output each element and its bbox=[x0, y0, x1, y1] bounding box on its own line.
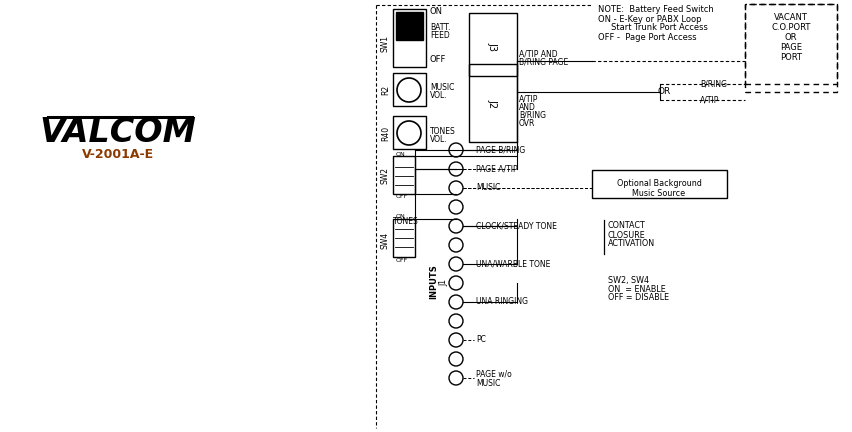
Text: B/RING: B/RING bbox=[519, 111, 546, 120]
Text: OR: OR bbox=[785, 32, 797, 41]
Text: BATT.: BATT. bbox=[430, 23, 451, 32]
Circle shape bbox=[449, 200, 463, 214]
Circle shape bbox=[449, 314, 463, 328]
Text: Optional Background: Optional Background bbox=[617, 180, 701, 188]
Text: NOTE:  Battery Feed Switch: NOTE: Battery Feed Switch bbox=[598, 6, 714, 15]
Text: PAGE w/o: PAGE w/o bbox=[476, 369, 512, 378]
Text: MUSIC: MUSIC bbox=[476, 184, 500, 193]
Text: CONTACT: CONTACT bbox=[608, 222, 646, 231]
Text: OFF = DISABLE: OFF = DISABLE bbox=[608, 293, 669, 302]
Circle shape bbox=[449, 371, 463, 385]
Text: OFF: OFF bbox=[396, 257, 408, 263]
Text: MUSIC: MUSIC bbox=[430, 83, 454, 92]
Text: TONES: TONES bbox=[393, 216, 419, 226]
Text: OFF: OFF bbox=[396, 194, 408, 200]
Text: R40: R40 bbox=[381, 125, 390, 140]
Text: J1: J1 bbox=[440, 279, 448, 286]
Text: MUSIC: MUSIC bbox=[476, 378, 500, 388]
Text: B/RING: B/RING bbox=[700, 79, 727, 89]
Circle shape bbox=[449, 257, 463, 271]
Text: ACTIVATION: ACTIVATION bbox=[608, 239, 655, 248]
Text: ON: ON bbox=[430, 7, 443, 16]
Bar bbox=[396, 12, 423, 40]
Circle shape bbox=[449, 276, 463, 290]
Text: R2: R2 bbox=[381, 85, 390, 95]
Text: OFF -  Page Port Access: OFF - Page Port Access bbox=[598, 32, 697, 41]
Text: VACANT: VACANT bbox=[774, 13, 808, 22]
Text: TONES: TONES bbox=[430, 127, 456, 136]
Text: OFF: OFF bbox=[430, 55, 446, 64]
Text: J2: J2 bbox=[487, 99, 497, 108]
Text: ON - E-Key or PABX Loop: ON - E-Key or PABX Loop bbox=[598, 15, 701, 23]
Circle shape bbox=[449, 219, 463, 233]
Circle shape bbox=[397, 121, 421, 145]
Text: PAGE A/TIP: PAGE A/TIP bbox=[476, 165, 518, 174]
Text: SW2: SW2 bbox=[381, 166, 390, 184]
Text: VOL.: VOL. bbox=[430, 134, 447, 143]
Text: A/TIP: A/TIP bbox=[519, 95, 538, 104]
Text: OVR: OVR bbox=[519, 118, 535, 127]
Text: SW4: SW4 bbox=[381, 232, 390, 248]
Text: A/TIP AND: A/TIP AND bbox=[519, 50, 557, 58]
Text: B/RING PAGE: B/RING PAGE bbox=[519, 57, 568, 67]
Bar bbox=[393, 9, 426, 67]
Text: PORT: PORT bbox=[780, 53, 802, 61]
Text: J3: J3 bbox=[487, 41, 497, 51]
Text: CLOSURE: CLOSURE bbox=[608, 231, 646, 239]
Text: CLOCK/STEADY TONE: CLOCK/STEADY TONE bbox=[476, 222, 557, 231]
Text: AND: AND bbox=[519, 102, 536, 111]
Text: Music Source: Music Source bbox=[632, 190, 686, 198]
Bar bbox=[745, 4, 837, 92]
Text: C.O.PORT: C.O.PORT bbox=[771, 22, 811, 32]
Text: PAGE B/RING: PAGE B/RING bbox=[476, 146, 525, 155]
Circle shape bbox=[397, 78, 421, 102]
Circle shape bbox=[449, 162, 463, 176]
Text: PC: PC bbox=[476, 336, 486, 344]
Circle shape bbox=[449, 295, 463, 309]
Text: SW1: SW1 bbox=[381, 35, 390, 53]
Text: SW2, SW4: SW2, SW4 bbox=[608, 276, 649, 285]
Bar bbox=[745, 4, 837, 84]
Bar bbox=[469, 13, 517, 76]
Text: OR: OR bbox=[658, 88, 671, 96]
Text: VALCOM: VALCOM bbox=[39, 115, 197, 149]
Text: V-2001A-E: V-2001A-E bbox=[82, 149, 154, 162]
Text: Start Trunk Port Access: Start Trunk Port Access bbox=[598, 23, 708, 32]
Circle shape bbox=[449, 143, 463, 157]
Text: UNA/WARBLE TONE: UNA/WARBLE TONE bbox=[476, 260, 550, 269]
Bar bbox=[592, 170, 727, 198]
Bar bbox=[469, 64, 517, 142]
Bar bbox=[393, 156, 415, 194]
Circle shape bbox=[449, 352, 463, 366]
Text: UNA RINGING: UNA RINGING bbox=[476, 298, 528, 306]
Text: INPUTS: INPUTS bbox=[429, 265, 439, 299]
Text: PAGE: PAGE bbox=[780, 42, 802, 51]
Bar bbox=[393, 73, 426, 106]
Circle shape bbox=[449, 333, 463, 347]
Text: ON: ON bbox=[396, 215, 406, 219]
Text: ON: ON bbox=[396, 152, 406, 156]
Bar bbox=[393, 219, 415, 257]
Text: A/TIP: A/TIP bbox=[700, 95, 719, 105]
Text: ON  = ENABLE: ON = ENABLE bbox=[608, 285, 665, 293]
Bar bbox=[393, 116, 426, 149]
Text: VOL.: VOL. bbox=[430, 92, 447, 101]
Circle shape bbox=[449, 181, 463, 195]
Circle shape bbox=[449, 238, 463, 252]
Text: FEED: FEED bbox=[430, 32, 450, 41]
